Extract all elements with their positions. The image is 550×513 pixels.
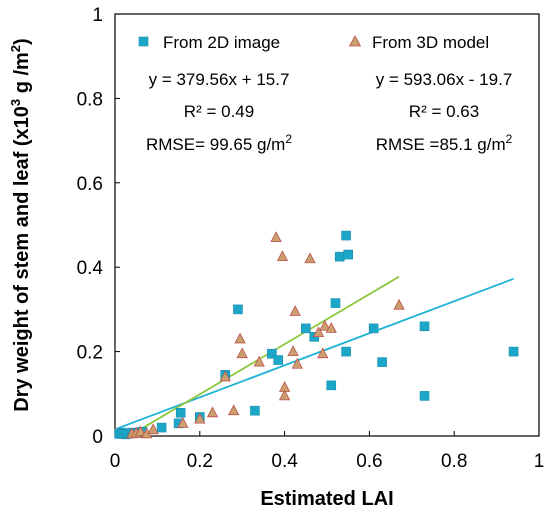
point-3d bbox=[228, 404, 240, 416]
y-tick-label: 1 bbox=[92, 5, 103, 26]
y-axis-ticks: 0 0.2 0.4 0.6 0.8 1 bbox=[77, 5, 120, 448]
point-3d bbox=[206, 406, 219, 418]
y-axis-title-unit-sup: 2 bbox=[8, 45, 23, 52]
y-tick-label: 0.2 bbox=[77, 343, 103, 364]
y-tick-label: 0.6 bbox=[77, 174, 103, 195]
x-tick-label: 0 bbox=[110, 451, 121, 472]
point-2d bbox=[273, 355, 284, 365]
point-3d bbox=[147, 423, 159, 435]
y-axis-title-unit: g /m bbox=[11, 52, 33, 99]
legend-2d-equation: y = 379.56x + 15.7 bbox=[149, 70, 290, 89]
legend-2d-rmse: RMSE= 99.65 g/m2 bbox=[146, 132, 292, 154]
point-2d bbox=[341, 346, 351, 357]
y-axis-title: Dry weight of stem and leaf (x103 g /m2) bbox=[8, 38, 33, 411]
point-3d bbox=[317, 347, 329, 359]
point-2d bbox=[326, 380, 337, 391]
trend-lines bbox=[116, 275, 514, 437]
x-axis-ticks: 0 0.2 0.4 0.6 0.8 1 bbox=[110, 431, 545, 472]
x-tick-label: 0.2 bbox=[187, 451, 213, 472]
point-2d bbox=[175, 407, 186, 418]
y-tick-label: 0.8 bbox=[77, 89, 103, 110]
point-2d bbox=[330, 298, 341, 308]
point-3d bbox=[134, 425, 147, 437]
plot-area bbox=[114, 13, 540, 437]
point-3d bbox=[319, 319, 331, 331]
point-3d bbox=[270, 231, 282, 243]
point-3d bbox=[291, 357, 303, 369]
point-2d bbox=[156, 422, 167, 433]
y-axis-title-sup: 3 bbox=[8, 99, 23, 106]
legend-2d-rmse-sup: 2 bbox=[285, 132, 292, 146]
trendline-2d bbox=[116, 277, 514, 430]
point-3d bbox=[194, 412, 206, 424]
trendline-3d bbox=[129, 275, 400, 437]
point-2d bbox=[341, 230, 351, 241]
x-tick-label: 0.4 bbox=[271, 451, 298, 472]
legend-3d: From 3D model y = 593.06x - 19.7 R² = 0.… bbox=[348, 33, 513, 154]
y-axis-title-main: Dry weight of stem and leaf (x10 bbox=[11, 106, 33, 412]
point-3d bbox=[234, 332, 246, 344]
y-axis-title-close: ) bbox=[11, 38, 33, 45]
point-3d bbox=[287, 345, 299, 357]
point-3d bbox=[312, 326, 325, 338]
legend-3d-label: From 3D model bbox=[372, 33, 489, 52]
point-3d bbox=[276, 250, 289, 262]
point-2d bbox=[368, 323, 379, 334]
y-tick-label: 0 bbox=[92, 427, 103, 448]
point-2d bbox=[250, 405, 260, 416]
point-2d bbox=[334, 251, 345, 262]
point-2d bbox=[300, 323, 311, 334]
legend-3d-rmse: RMSE =85.1 g/m2 bbox=[376, 132, 513, 154]
x-tick-label: 0.6 bbox=[356, 451, 382, 472]
y-tick-label: 0.4 bbox=[77, 258, 104, 279]
x-tick-label: 1 bbox=[534, 451, 545, 472]
point-2d bbox=[377, 357, 387, 367]
legend-3d-rmse-text: RMSE =85.1 g/m bbox=[376, 135, 506, 154]
legend-2d-r2: R² = 0.49 bbox=[184, 102, 254, 121]
legend-3d-rmse-sup: 2 bbox=[506, 132, 513, 146]
x-tick-label: 0.8 bbox=[441, 451, 467, 472]
legend-3d-r2: R² = 0.63 bbox=[409, 102, 479, 121]
x-axis-title: Estimated LAI bbox=[260, 488, 393, 510]
series-3d-points bbox=[126, 231, 405, 439]
point-3d bbox=[253, 355, 265, 367]
point-2d bbox=[267, 348, 277, 359]
legend-2d: From 2D image y = 379.56x + 15.7 R² = 0.… bbox=[138, 33, 292, 154]
point-3d bbox=[325, 322, 337, 333]
point-3d bbox=[304, 252, 316, 264]
point-2d bbox=[419, 321, 430, 332]
point-2d bbox=[508, 346, 519, 357]
point-3d bbox=[289, 305, 301, 316]
legend-3d-triangle-marker bbox=[348, 35, 362, 47]
point-2d bbox=[233, 304, 243, 315]
legend-3d-equation: y = 593.06x - 19.7 bbox=[376, 70, 513, 89]
point-3d bbox=[219, 370, 231, 382]
point-2d bbox=[419, 391, 430, 401]
point-3d bbox=[177, 416, 189, 428]
legend-2d-rmse-text: RMSE= 99.65 g/m bbox=[146, 135, 285, 154]
legend-2d-label: From 2D image bbox=[163, 33, 280, 52]
point-3d bbox=[236, 347, 248, 359]
point-3d bbox=[393, 298, 405, 310]
point-3d bbox=[278, 389, 291, 401]
point-2d bbox=[343, 249, 354, 260]
legend-2d-square-marker bbox=[138, 36, 149, 47]
